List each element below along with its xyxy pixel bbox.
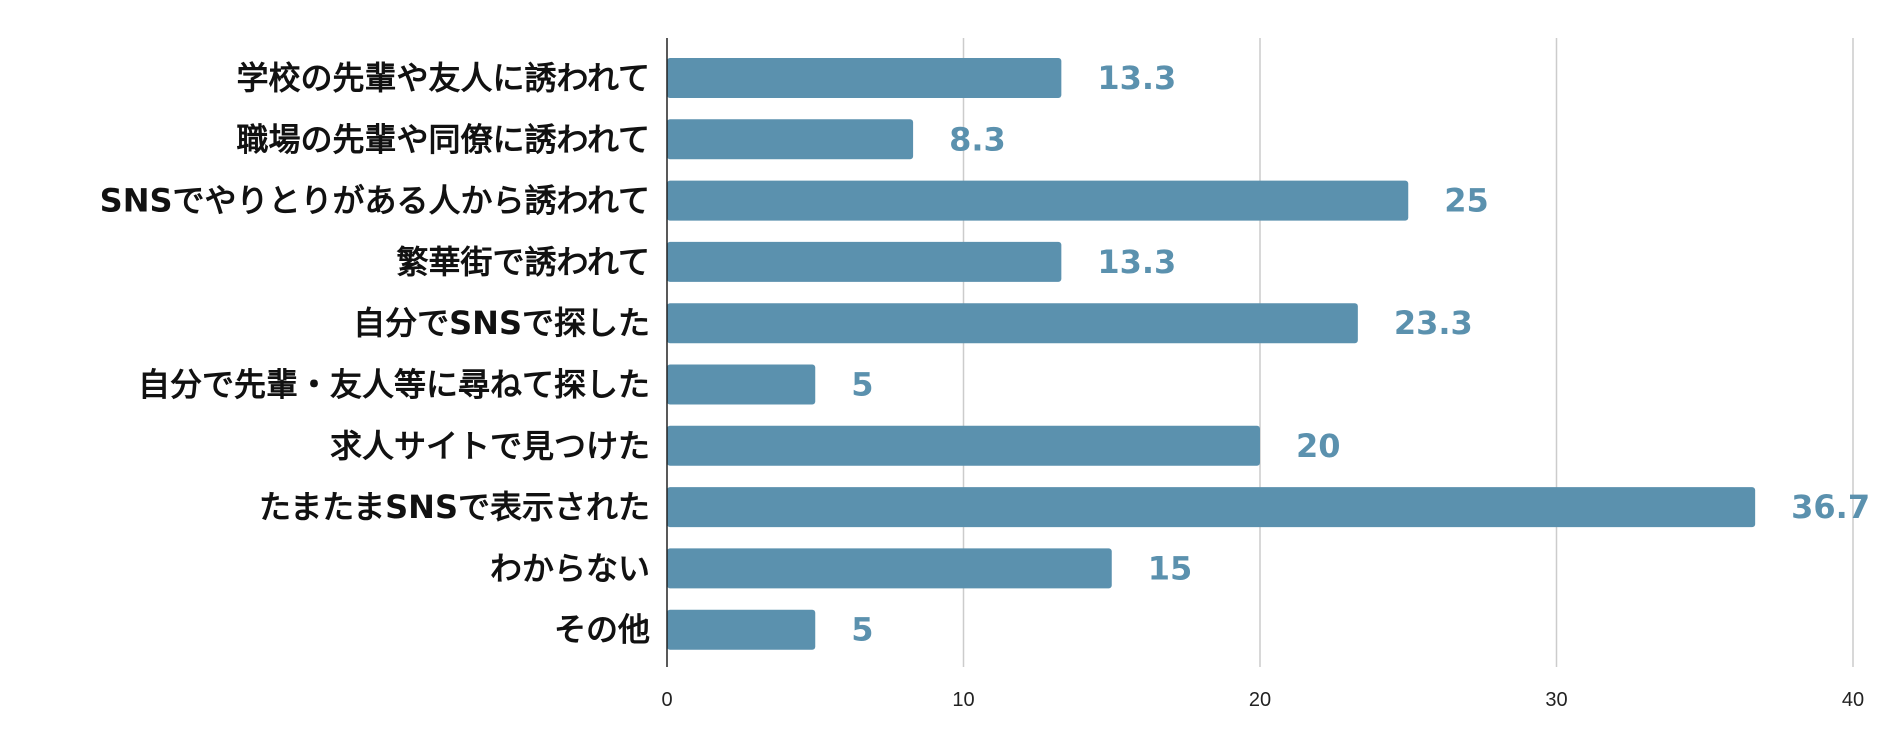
- category-label: 学校の先輩や友人に誘われて: [237, 59, 650, 97]
- category-label: 自分で先輩・友人等に尋ねて探した: [138, 366, 650, 404]
- category-label: 繁華街で誘われて: [397, 243, 650, 281]
- bar: [667, 303, 1358, 344]
- value-label: 23.3: [1394, 304, 1473, 342]
- value-label: 13.3: [1097, 243, 1176, 281]
- x-tick-label: 10: [952, 689, 974, 711]
- bar: [667, 241, 1062, 282]
- value-label: 15: [1148, 549, 1193, 587]
- bar: [667, 609, 816, 650]
- x-tick-label: 0: [661, 689, 672, 711]
- value-label: 36.7: [1791, 488, 1870, 526]
- category-label: 職場の先輩や同僚に誘われて: [237, 120, 650, 158]
- value-labels: 13.3 8.3 25 13.3 23.3 5 20 36.7 15 5: [851, 59, 1870, 649]
- x-axis-ticks: 0 10 20 30 40: [661, 689, 1864, 711]
- category-label: わからない: [490, 549, 650, 587]
- x-tick-label: 20: [1249, 689, 1271, 711]
- value-label: 8.3: [949, 120, 1006, 158]
- value-label: 13.3: [1097, 59, 1176, 97]
- bar: [667, 364, 816, 405]
- value-label: 25: [1444, 182, 1489, 220]
- bar: [667, 180, 1409, 221]
- category-label: その他: [554, 611, 650, 649]
- bar: [667, 119, 914, 160]
- value-label: 5: [851, 366, 873, 404]
- bar: [667, 487, 1756, 528]
- category-label: SNSでやりとりがある人から誘われて: [100, 182, 650, 220]
- category-label: たまたまSNSで表示された: [259, 488, 650, 526]
- category-label: 自分でSNSで探した: [353, 304, 650, 342]
- category-label: 求人サイトで見つけた: [330, 427, 650, 465]
- x-tick-label: 30: [1545, 689, 1567, 711]
- value-label: 20: [1296, 427, 1341, 465]
- bar: [667, 548, 1112, 589]
- bar: [667, 425, 1260, 466]
- bars: [667, 58, 1756, 650]
- value-label: 5: [851, 611, 873, 649]
- x-tick-label: 40: [1842, 689, 1864, 711]
- bar: [667, 58, 1062, 98]
